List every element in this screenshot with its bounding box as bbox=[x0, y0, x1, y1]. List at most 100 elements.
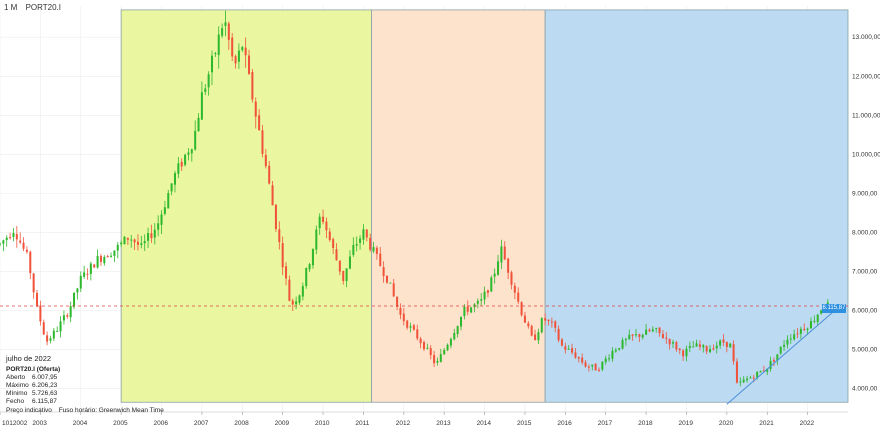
candle-body bbox=[369, 237, 372, 250]
candle-body bbox=[416, 329, 419, 339]
x-tick-label: 2009 bbox=[275, 420, 290, 427]
candle-body bbox=[157, 223, 160, 230]
candle-body bbox=[591, 364, 594, 367]
candle-body bbox=[608, 358, 611, 360]
candle-body bbox=[796, 333, 799, 335]
candle-body bbox=[120, 242, 123, 245]
candle-body bbox=[66, 315, 69, 317]
candle-body bbox=[486, 290, 489, 293]
candle-body bbox=[32, 273, 35, 293]
candle-body bbox=[618, 348, 621, 350]
candle-body bbox=[167, 193, 170, 209]
info-footer: Preço indicativo Fuso horário: Greenwich… bbox=[6, 407, 169, 415]
candle-body bbox=[382, 267, 385, 277]
chart-header: 1 M PORT20.I bbox=[4, 3, 67, 12]
info-instrument: PORT20.I (Oferta) bbox=[6, 366, 61, 373]
candle-body bbox=[207, 74, 210, 88]
x-tick-label: 2007 bbox=[194, 420, 209, 427]
candle-body bbox=[645, 329, 648, 335]
y-tick-label: 13.000,00 bbox=[852, 34, 880, 41]
info-label: Fecho bbox=[6, 398, 25, 405]
x-tick-label: 2013 bbox=[436, 420, 451, 427]
candle-body bbox=[22, 242, 25, 249]
candle-body bbox=[123, 236, 126, 245]
candle-body bbox=[180, 161, 183, 167]
candle-body bbox=[248, 55, 251, 74]
timeframe-label[interactable]: 1 M bbox=[4, 3, 18, 12]
y-tick-label: 11.000,00 bbox=[852, 112, 880, 119]
candle-body bbox=[389, 282, 392, 284]
candle-body bbox=[79, 275, 82, 289]
x-tick-label: 2005 bbox=[113, 420, 128, 427]
candle-body bbox=[130, 239, 133, 241]
candle-body bbox=[682, 350, 685, 357]
candle-body bbox=[338, 260, 341, 272]
candle-body bbox=[153, 229, 156, 238]
candle-body bbox=[332, 239, 335, 248]
candle-body bbox=[813, 320, 816, 322]
candle-body bbox=[449, 338, 452, 346]
candle-body bbox=[62, 315, 65, 321]
candle-body bbox=[456, 326, 459, 334]
candle-body bbox=[581, 357, 584, 363]
candle-body bbox=[470, 307, 473, 313]
candle-body bbox=[820, 310, 823, 314]
candle-body bbox=[409, 326, 412, 328]
info-value: 6.115,87 bbox=[32, 398, 57, 405]
candle-body bbox=[466, 306, 469, 312]
x-axis: 1012002 2003 2004 2005 2006 2007 2008 2009 2010 2… bbox=[0, 411, 848, 427]
candle-body bbox=[574, 352, 577, 358]
candle-body bbox=[685, 348, 688, 357]
info-label: Mínimo bbox=[6, 390, 28, 397]
info-period: julho de 2022 bbox=[6, 354, 52, 363]
candle-body bbox=[147, 233, 150, 241]
candle-body bbox=[39, 305, 42, 322]
candle-body bbox=[396, 296, 399, 307]
y-tick-label: 10.000,00 bbox=[852, 151, 880, 158]
symbol-label[interactable]: PORT20.I bbox=[25, 3, 61, 12]
candle-body bbox=[406, 320, 409, 328]
candle-body bbox=[9, 237, 12, 239]
candles-layer bbox=[0, 10, 829, 387]
candle-body bbox=[197, 117, 200, 132]
candle-body bbox=[46, 335, 49, 342]
candle-body bbox=[318, 216, 321, 229]
candle-body bbox=[311, 249, 314, 266]
y-tick-label: 6.000,00 bbox=[852, 308, 878, 315]
candle-body bbox=[278, 229, 281, 243]
candle-body bbox=[419, 338, 422, 344]
candle-body bbox=[564, 346, 567, 350]
candle-body bbox=[544, 318, 547, 321]
candle-body bbox=[816, 314, 819, 323]
candle-body bbox=[665, 337, 668, 339]
candle-body bbox=[274, 204, 277, 230]
candle-body bbox=[507, 258, 510, 273]
indicative-price-note: Preço indicativo bbox=[6, 407, 52, 414]
candle-body bbox=[362, 229, 365, 240]
candle-body bbox=[133, 239, 136, 243]
candle-body bbox=[200, 92, 203, 120]
info-value: 6.206,23 bbox=[32, 382, 58, 389]
timezone-note: Fuso horário: Greenwich Mean Time bbox=[58, 407, 164, 414]
candle-body bbox=[261, 130, 264, 154]
candle-body bbox=[709, 349, 712, 353]
candle-body bbox=[527, 323, 530, 327]
candle-body bbox=[658, 327, 661, 334]
candle-body bbox=[668, 339, 671, 345]
candle-body bbox=[783, 344, 786, 347]
candle-body bbox=[641, 334, 644, 338]
info-label: Aberto bbox=[6, 374, 26, 381]
candle-body bbox=[638, 334, 641, 337]
candle-body bbox=[749, 377, 752, 379]
candle-body bbox=[335, 249, 338, 261]
x-tick-label: 2006 bbox=[154, 420, 169, 427]
candle-body bbox=[325, 221, 328, 231]
candle-body bbox=[163, 207, 166, 214]
candle-body bbox=[140, 243, 143, 245]
candle-body bbox=[315, 229, 318, 250]
candle-body bbox=[227, 23, 230, 40]
candle-body bbox=[308, 264, 311, 270]
candle-body bbox=[385, 275, 388, 283]
candle-body bbox=[214, 53, 217, 55]
